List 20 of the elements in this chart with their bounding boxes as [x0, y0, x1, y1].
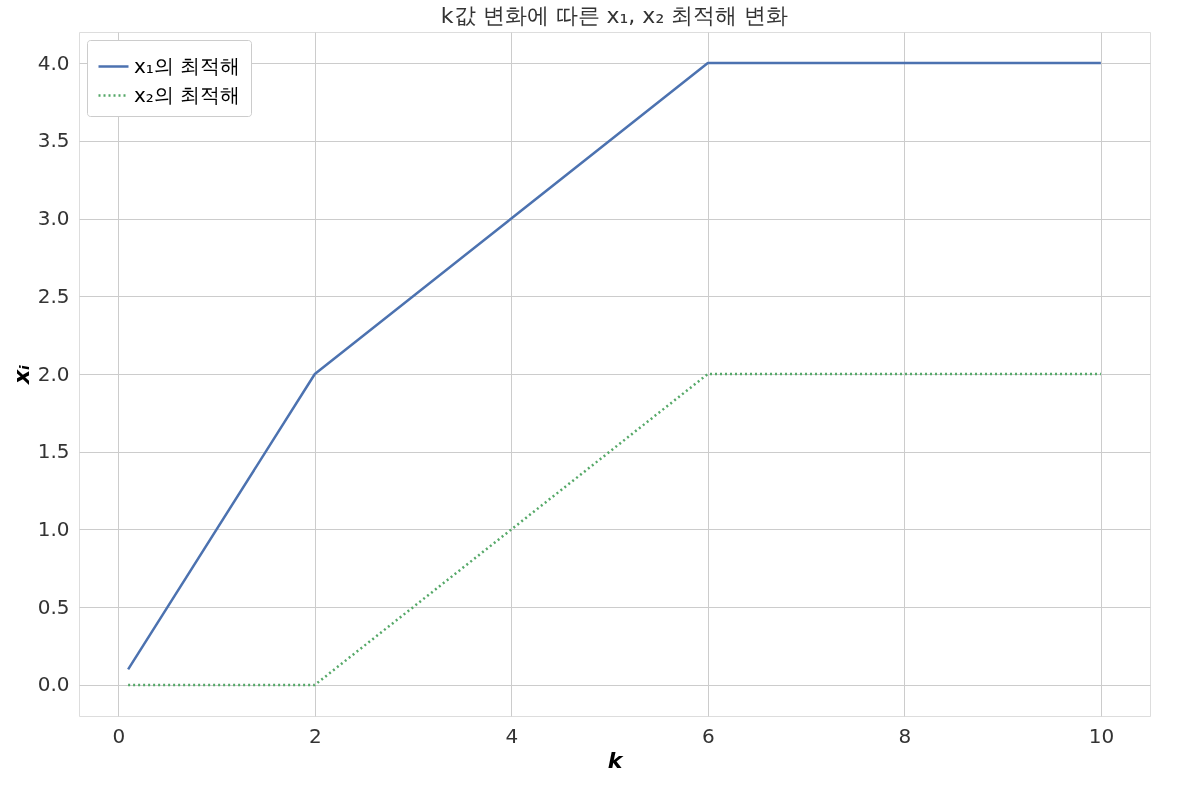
y-tick-label: 2.0	[37, 361, 70, 386]
x-tick-label: 2	[308, 723, 322, 748]
legend-label: x₂의 최적해	[134, 82, 241, 107]
x-tick-label: 8	[898, 723, 912, 748]
y-tick-label: 3.0	[37, 206, 70, 231]
y-tick-label: 3.5	[37, 128, 70, 153]
x-tick-label: 10	[1088, 723, 1115, 748]
x-axis-title: k	[607, 747, 624, 773]
x-tick-label: 4	[505, 723, 519, 748]
legend-label: x₁의 최적해	[134, 53, 241, 78]
y-tick-label: 1.5	[37, 439, 70, 464]
chart-title: k값 변화에 따른 x₁, x₂ 최적해 변화	[440, 3, 789, 28]
y-tick-label: 4.0	[37, 50, 70, 75]
y-axis-title: xᵢ	[8, 364, 34, 386]
y-tick-label: 2.5	[37, 283, 70, 308]
y-tick-label: 0.5	[37, 594, 70, 619]
x-tick-label: 6	[701, 723, 715, 748]
y-tick-label: 1.0	[37, 516, 70, 541]
y-tick-label: 0.0	[37, 672, 70, 697]
x-tick-label: 0	[112, 723, 126, 748]
